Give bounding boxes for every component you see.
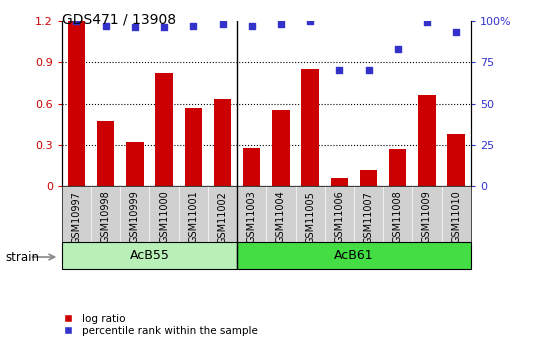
Text: GSM10999: GSM10999	[130, 191, 140, 244]
Text: GSM11007: GSM11007	[364, 191, 373, 244]
Bar	[155, 73, 173, 186]
Point	[160, 24, 168, 30]
Point	[364, 68, 373, 73]
Bar	[272, 110, 289, 186]
Point	[423, 20, 431, 25]
Bar	[214, 99, 231, 186]
Bar	[97, 121, 115, 186]
Point	[131, 24, 139, 30]
Text: GDS471 / 13908: GDS471 / 13908	[62, 12, 176, 26]
Point	[306, 18, 314, 23]
Text: AcB61: AcB61	[334, 249, 374, 262]
FancyBboxPatch shape	[237, 241, 471, 269]
Point	[101, 23, 110, 28]
Bar	[360, 170, 377, 186]
Point	[218, 21, 227, 27]
Text: GSM11010: GSM11010	[451, 191, 461, 244]
Bar	[418, 95, 436, 186]
Text: GSM11000: GSM11000	[159, 191, 169, 244]
FancyBboxPatch shape	[62, 241, 237, 269]
Bar	[126, 142, 144, 186]
Bar	[243, 148, 260, 186]
Text: GSM11009: GSM11009	[422, 191, 432, 244]
Text: GSM10998: GSM10998	[101, 191, 111, 244]
Text: GSM10997: GSM10997	[72, 191, 81, 244]
Point	[277, 21, 285, 27]
Bar	[301, 69, 319, 186]
Text: GSM11006: GSM11006	[334, 191, 344, 244]
Bar	[389, 149, 407, 186]
Text: GSM11001: GSM11001	[188, 191, 199, 244]
Bar	[68, 21, 85, 186]
Point	[335, 68, 344, 73]
Bar	[185, 108, 202, 186]
Point	[72, 18, 81, 23]
Point	[452, 30, 461, 35]
Text: GSM11002: GSM11002	[217, 191, 228, 244]
Text: AcB55: AcB55	[130, 249, 169, 262]
Text: GSM11003: GSM11003	[247, 191, 257, 244]
Text: GSM11005: GSM11005	[305, 191, 315, 244]
Point	[393, 46, 402, 52]
Text: GSM11004: GSM11004	[276, 191, 286, 244]
Text: GSM11008: GSM11008	[393, 191, 403, 244]
Legend: log ratio, percentile rank within the sample: log ratio, percentile rank within the sa…	[54, 309, 262, 340]
Text: strain: strain	[5, 250, 39, 264]
Bar	[330, 178, 348, 186]
Bar	[448, 134, 465, 186]
Point	[189, 23, 197, 28]
Point	[247, 23, 256, 28]
